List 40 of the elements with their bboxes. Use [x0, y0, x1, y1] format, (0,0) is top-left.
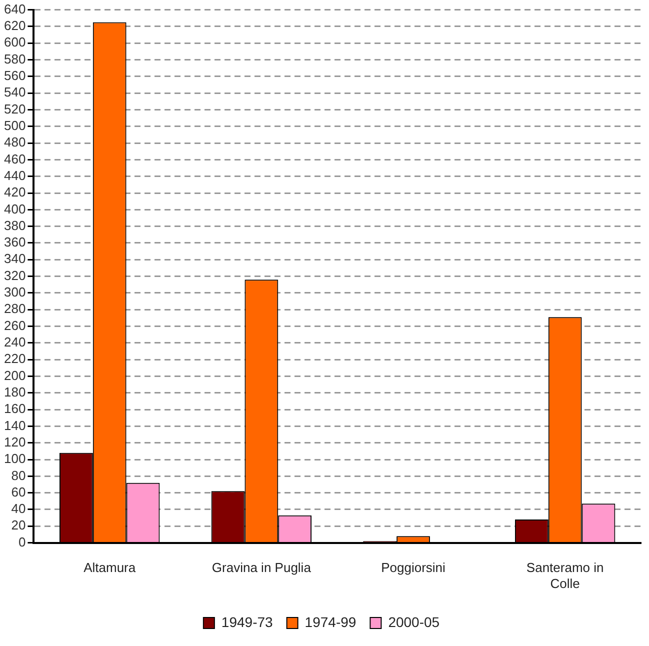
y-tick-label: 220 — [4, 351, 26, 366]
y-tick-label: 640 — [4, 1, 26, 16]
y-tick-label: 540 — [4, 84, 26, 100]
y-tick-label: 120 — [4, 434, 26, 450]
y-tick-label: 200 — [4, 368, 26, 383]
y-tick-label: 260 — [4, 318, 26, 333]
y-tick-label: 620 — [4, 18, 26, 34]
y-tick-label: 300 — [4, 284, 26, 300]
y-tick-label: 480 — [4, 134, 26, 150]
y-tick-label: 400 — [4, 201, 26, 216]
legend-label: 1974-99 — [304, 614, 356, 630]
y-tick-label: 160 — [4, 401, 26, 416]
y-tick-label: 580 — [4, 51, 26, 66]
y-tick-label: 80 — [11, 468, 26, 483]
x-tick-label: Gravina in Puglia — [212, 560, 312, 576]
y-tick-label: 460 — [4, 151, 26, 166]
y-tick-label: 40 — [11, 501, 26, 516]
legend-label: 2000-05 — [388, 614, 440, 630]
y-tick-label: 240 — [4, 334, 26, 350]
y-tick-label: 340 — [4, 251, 26, 266]
y-tick-label: 420 — [4, 184, 26, 200]
x-tick-label: Altamura — [84, 560, 136, 576]
y-tick-label: 100 — [4, 451, 26, 466]
y-tick-label: 360 — [4, 234, 26, 250]
y-tick-label: 20 — [11, 518, 26, 533]
y-tick-label: 140 — [4, 418, 26, 433]
y-tick-label: 60 — [11, 484, 26, 500]
y-tick-label: 500 — [4, 118, 26, 133]
y-tick-label: 280 — [4, 301, 26, 316]
y-tick-label: 520 — [4, 101, 26, 116]
y-tick-label: 320 — [4, 268, 26, 283]
y-tick-label: 0 — [18, 534, 26, 550]
legend-label: 1949-73 — [221, 614, 274, 630]
y-tick-label: 600 — [4, 34, 26, 50]
x-tick-label: Poggiorsini — [381, 560, 446, 576]
y-tick-label: 380 — [4, 218, 26, 233]
y-tick-label: 440 — [4, 168, 26, 183]
y-tick-label: 180 — [4, 384, 26, 400]
y-tick-label: 560 — [4, 68, 26, 84]
x-tick-label: Santeramo in Colle — [526, 560, 604, 591]
